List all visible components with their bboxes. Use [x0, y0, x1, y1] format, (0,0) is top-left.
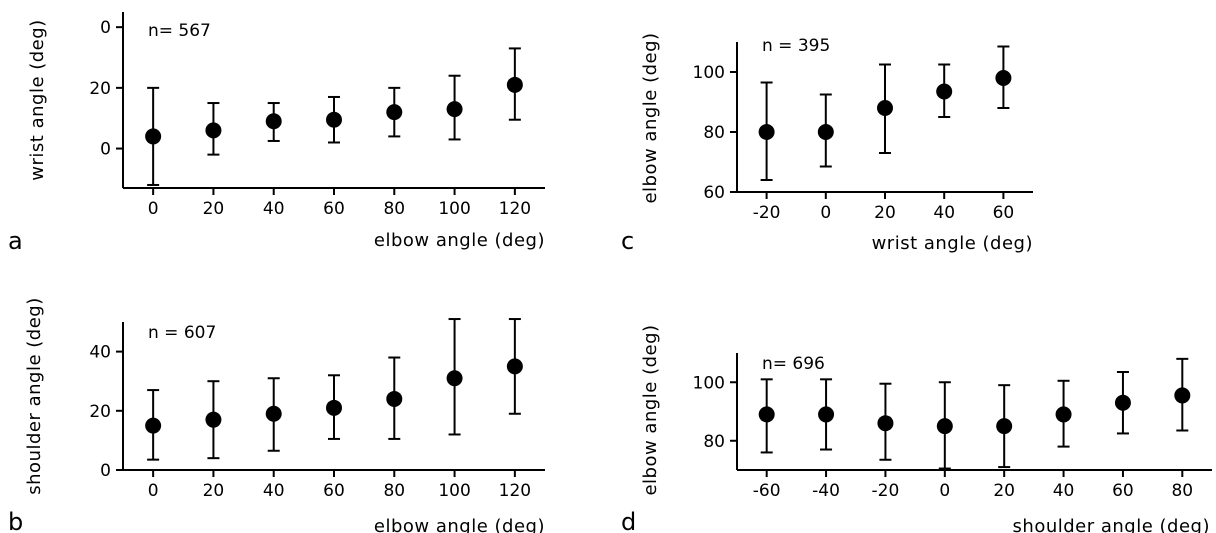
- data-point: [205, 411, 222, 428]
- x-tick-label: 120: [499, 199, 531, 219]
- data-point: [265, 113, 282, 130]
- x-tick-label: 20: [203, 199, 225, 219]
- data-point: [386, 390, 403, 407]
- data-point: [145, 417, 162, 434]
- data-point: [1114, 394, 1131, 411]
- y-tick-label: 100: [693, 63, 725, 83]
- x-tick-label: 60: [993, 203, 1015, 223]
- data-point: [936, 418, 953, 435]
- data-point: [996, 418, 1013, 435]
- data-point: [877, 415, 894, 432]
- panel-c: -20 0 20 40 60 60 80 100 wrist angle (deg) elbow …: [621, 32, 1033, 255]
- panel-letter: a: [8, 227, 23, 255]
- x-axis-label: elbow angle (deg): [374, 516, 545, 533]
- data-point: [758, 124, 775, 140]
- x-tick-label: -20: [753, 203, 781, 223]
- data-point: [877, 100, 893, 116]
- x-tick-label: 60: [323, 481, 345, 501]
- x-tick-label: 0: [148, 199, 159, 219]
- panel-letter: c: [621, 227, 634, 255]
- data-point: [145, 128, 162, 145]
- data-point: [758, 406, 775, 423]
- x-tick-label: 80: [383, 199, 405, 219]
- data-point: [446, 370, 463, 387]
- data-point: [1055, 406, 1072, 423]
- data-point: [446, 101, 463, 118]
- sample-size-label: n = 607: [148, 323, 216, 343]
- y-tick-label: 40: [89, 343, 111, 363]
- data-point: [205, 122, 222, 139]
- y-tick-label: 0: [100, 461, 111, 481]
- x-tick-label: 80: [383, 481, 405, 501]
- x-tick-label: 20: [874, 203, 896, 223]
- sample-size-label: n= 567: [148, 21, 211, 41]
- y-tick-label: 0: [100, 140, 111, 160]
- y-tick-label: 20: [89, 402, 111, 422]
- x-tick-label: 100: [438, 481, 470, 501]
- y-tick-label: 0: [100, 18, 111, 38]
- data-point: [326, 399, 342, 416]
- y-axis-label: elbow angle (deg): [640, 32, 661, 203]
- x-tick-label: 20: [203, 481, 225, 501]
- y-tick-label: 20: [89, 79, 111, 99]
- x-tick-label: 60: [1112, 481, 1134, 501]
- sample-size-label: n = 395: [762, 36, 830, 56]
- panel-b: 0 20 40 60 80 100 120 0 20 40 elbow angle (deg) sho…: [8, 297, 545, 533]
- x-tick-label: 20: [993, 481, 1015, 501]
- data-point: [817, 124, 834, 140]
- data-point: [386, 104, 403, 121]
- x-axis-label: wrist angle (deg): [872, 233, 1033, 254]
- y-axis-label: shoulder angle (deg): [24, 297, 45, 494]
- panel-letter: d: [621, 508, 636, 533]
- x-axis-label: elbow angle (deg): [374, 230, 545, 251]
- x-tick-label: 60: [323, 199, 345, 219]
- panel-letter: b: [8, 508, 23, 533]
- data-point: [506, 76, 523, 93]
- x-tick-label: 40: [263, 199, 285, 219]
- x-tick-label: 0: [939, 481, 950, 501]
- x-tick-label: 0: [820, 203, 831, 223]
- panel-d: -60 -40 -20 0 20 40 60 80 80 100 shoulder angle (d…: [621, 324, 1212, 533]
- x-tick-label: 80: [1171, 481, 1193, 501]
- y-axis-label: wrist angle (deg): [27, 19, 48, 180]
- y-tick-label: 100: [693, 373, 725, 393]
- data-point: [995, 70, 1012, 86]
- x-tick-label: 40: [263, 481, 285, 501]
- x-axis-label: shoulder angle (deg): [1013, 516, 1210, 533]
- x-tick-label: -40: [812, 481, 840, 501]
- y-tick-label: 80: [703, 432, 725, 452]
- data-point: [1174, 387, 1191, 404]
- data-point: [818, 406, 835, 423]
- x-tick-label: -60: [753, 481, 781, 501]
- data-point: [326, 111, 342, 128]
- y-tick-label: 60: [703, 183, 725, 203]
- sample-size-label: n= 696: [762, 354, 825, 374]
- x-tick-label: -20: [872, 481, 900, 501]
- x-tick-label: 100: [438, 199, 470, 219]
- x-tick-label: 0: [148, 481, 159, 501]
- panel-a: 0 20 40 60 80 100 120 0 20 0 elbow angle (deg) wris…: [8, 12, 545, 255]
- x-tick-label: 40: [1053, 481, 1075, 501]
- data-point: [936, 83, 953, 100]
- data-point: [506, 358, 523, 375]
- y-tick-label: 80: [703, 123, 725, 143]
- data-point: [265, 405, 282, 422]
- x-tick-label: 120: [499, 481, 531, 501]
- x-tick-label: 40: [933, 203, 955, 223]
- y-axis-label: elbow angle (deg): [640, 324, 661, 495]
